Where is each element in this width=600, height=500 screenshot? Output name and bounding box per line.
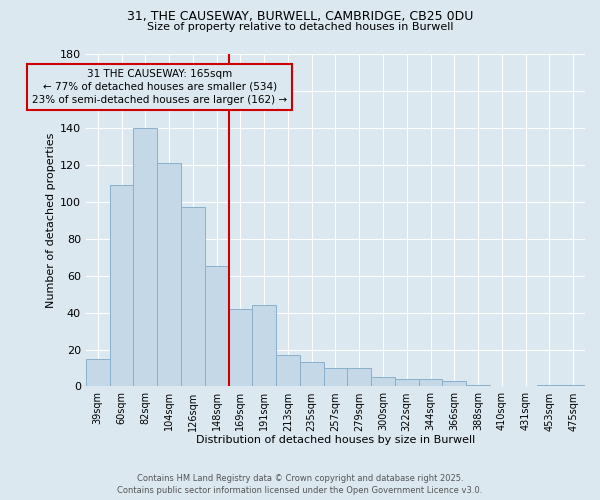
Y-axis label: Number of detached properties: Number of detached properties (46, 132, 56, 308)
Bar (133, 128, 157, 386)
Text: 31 THE CAUSEWAY: 165sqm
← 77% of detached houses are smaller (534)
23% of semi-d: 31 THE CAUSEWAY: 165sqm ← 77% of detache… (32, 69, 287, 105)
Bar (229, 309, 252, 386)
Bar (371, 377, 395, 386)
Bar (181, 208, 205, 386)
Bar (538, 384, 561, 386)
Bar (466, 384, 490, 386)
Bar (110, 185, 133, 386)
Bar (276, 355, 300, 386)
Bar (395, 379, 419, 386)
Bar (347, 368, 371, 386)
Bar (252, 305, 276, 386)
Bar (157, 163, 181, 386)
Bar (561, 384, 585, 386)
Text: Size of property relative to detached houses in Burwell: Size of property relative to detached ho… (147, 22, 453, 32)
Bar (323, 368, 347, 386)
Bar (205, 266, 229, 386)
Bar (442, 381, 466, 386)
Bar (300, 362, 323, 386)
Text: 31, THE CAUSEWAY, BURWELL, CAMBRIDGE, CB25 0DU: 31, THE CAUSEWAY, BURWELL, CAMBRIDGE, CB… (127, 10, 473, 23)
Text: Contains HM Land Registry data © Crown copyright and database right 2025.
Contai: Contains HM Land Registry data © Crown c… (118, 474, 482, 495)
Bar (419, 379, 442, 386)
X-axis label: Distribution of detached houses by size in Burwell: Distribution of detached houses by size … (196, 435, 475, 445)
Bar (86, 359, 110, 386)
